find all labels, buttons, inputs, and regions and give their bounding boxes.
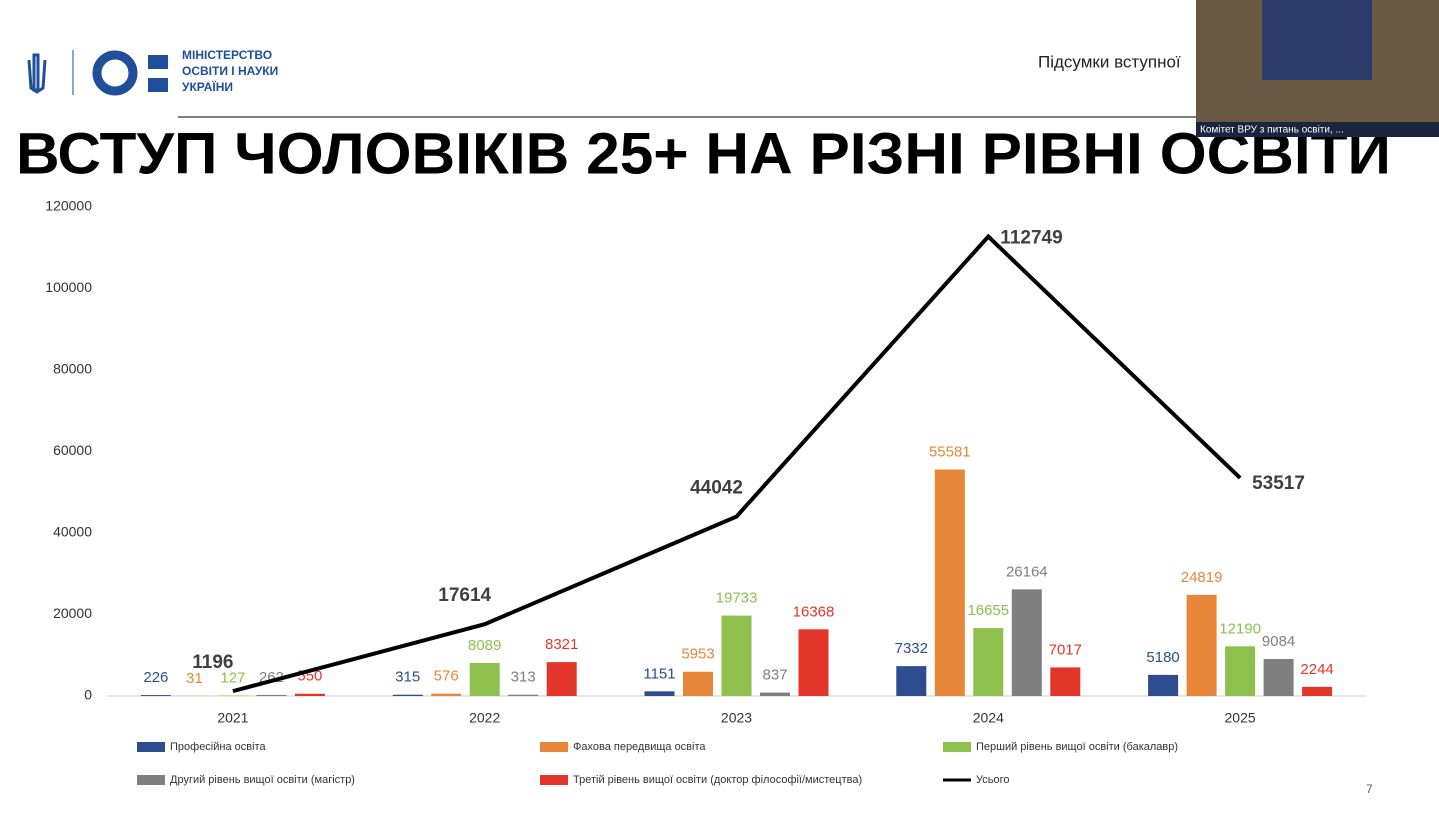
bar (1263, 658, 1294, 696)
y-tick-label: 40000 (53, 524, 92, 540)
ministry-line: МІНІСТЕРСТВО (182, 48, 272, 62)
data-label: 2244 (1300, 661, 1333, 678)
bar (1302, 686, 1333, 696)
slide-subtitle: Підсумки вступної (1038, 52, 1181, 71)
chart: 0 20000 40000 60000 80000 100000 120000 2021 202… (45, 198, 1366, 786)
data-label: 576 (434, 668, 459, 685)
data-label: 9084 (1262, 633, 1295, 650)
legend-label: Другий рівень вищої освіти (магістр) (170, 774, 355, 786)
bar (392, 694, 423, 696)
bar (644, 691, 675, 696)
ministry-line: ОСВІТИ І НАУКИ (182, 64, 278, 78)
data-label: 16368 (793, 603, 835, 620)
logo-o (92, 50, 138, 96)
total-line (232, 233, 1242, 694)
x-tick-label: 2024 (973, 710, 1004, 726)
data-label: 127 (220, 669, 245, 686)
legend-swatch (137, 742, 165, 752)
legend-label: Фахова передвища освіта (573, 741, 706, 753)
legend-swatch (540, 742, 568, 752)
x-tick-label: 2021 (217, 710, 248, 726)
data-label: 226 (143, 669, 168, 686)
data-label: 26164 (1006, 563, 1048, 580)
y-tick-label: 80000 (53, 361, 92, 377)
bar (798, 629, 829, 696)
ministry-line: УКРАЇНИ (182, 79, 233, 94)
logo-bar (148, 78, 168, 92)
bar (760, 692, 790, 696)
video-caption: Комітет ВРУ з питань освіти, ... (1200, 125, 1344, 136)
bar (508, 694, 539, 696)
legend-label: Третій рівень вищої освіти (доктор філос… (573, 774, 862, 786)
y-tick-label: 120000 (45, 198, 92, 214)
bar (546, 662, 577, 696)
video-caption-bar (1196, 122, 1439, 137)
legend-swatch (137, 775, 165, 785)
y-tick-label: 0 (84, 687, 92, 703)
bar (431, 693, 462, 696)
trident (27, 53, 47, 94)
data-label: 8089 (468, 637, 501, 654)
x-tick-label: 2022 (469, 710, 500, 726)
data-label: 837 (762, 667, 787, 684)
total-label: 53517 (1252, 473, 1305, 494)
data-label: 1151 (643, 665, 675, 682)
data-label: 7332 (895, 640, 928, 657)
bar (1148, 674, 1179, 696)
data-label: 8321 (545, 636, 578, 653)
bar (896, 666, 927, 696)
bar (683, 671, 713, 696)
chart-title: ВСТУП ЧОЛОВІКІВ 25+ НА РІЗНІ РІВНІ ОСВІТ… (16, 121, 1391, 186)
data-label: 31 (186, 670, 203, 687)
bar (469, 663, 500, 696)
bar (140, 695, 171, 696)
data-label: 19733 (716, 590, 758, 607)
total-label: 112749 (1000, 228, 1062, 249)
bar (721, 615, 752, 696)
y-tick-label: 60000 (53, 442, 92, 458)
data-label: 315 (395, 669, 420, 686)
video-backdrop (1262, 0, 1372, 80)
x-tick-label: 2025 (1225, 710, 1256, 726)
bar (294, 693, 325, 696)
data-label: 5953 (681, 646, 714, 663)
data-label: 5180 (1146, 649, 1179, 666)
bar (1186, 594, 1217, 696)
y-tick-label: 20000 (53, 605, 92, 621)
bar (217, 695, 248, 696)
data-label: 24819 (1181, 569, 1223, 586)
bar (256, 694, 287, 696)
data-label: 12190 (1219, 620, 1261, 637)
bar (1225, 646, 1256, 696)
logo: МІНІСТЕРСТВО ОСВІТИ І НАУКИ УКРАЇНИ (27, 48, 278, 96)
data-label: 7017 (1049, 641, 1082, 658)
total-label: 1196 (192, 652, 233, 673)
page-number: 7 (1366, 782, 1373, 796)
legend-swatch (540, 775, 568, 785)
bar (934, 469, 965, 696)
bar (1011, 589, 1042, 696)
data-label: 313 (511, 669, 536, 686)
bar (1050, 667, 1081, 696)
video-overlay: Комітет ВРУ з питань освіти, ... (1196, 0, 1439, 137)
logo-bar (148, 55, 168, 69)
data-label: 16655 (967, 602, 1009, 619)
x-tick-label: 2023 (721, 710, 752, 726)
data-label: 55581 (929, 443, 971, 460)
total-label: 17614 (438, 585, 491, 606)
total-label: 44042 (690, 478, 743, 499)
legend-label: Усього (976, 774, 1010, 786)
y-tick-label: 100000 (45, 279, 92, 295)
bar (973, 628, 1004, 696)
legend-label: Перший рівень вищої освіти (бакалавр) (976, 741, 1178, 753)
legend-swatch (943, 742, 971, 752)
legend-label: Професійна освіта (170, 741, 266, 753)
